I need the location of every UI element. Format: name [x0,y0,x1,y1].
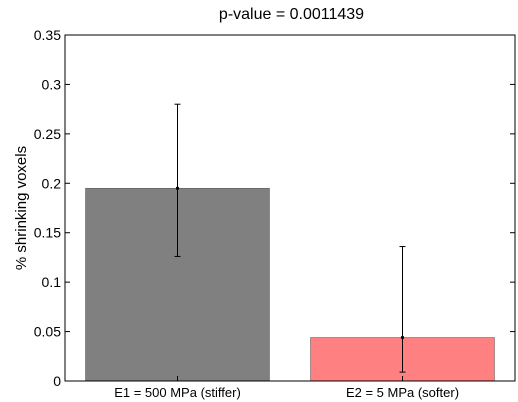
plot-frame [64,34,516,382]
chart-title: p-value = 0.0011439 [218,6,365,23]
y-tick-label: 0.2 [42,175,62,191]
x-tick-label: E2 = 5 MPa (softer) [346,385,459,400]
y-tick-label: 0.1 [42,274,62,290]
y-tick-label: 0 [53,373,61,389]
y-tick-label: 0.3 [42,76,62,92]
x-tick-label: E1 = 500 MPa (stiffer) [114,385,241,400]
y-tick-label: 0.25 [34,126,61,142]
mean-marker [400,335,405,340]
mean-marker [175,186,180,190]
bar [85,187,270,382]
y-tick-label: 0.35 [34,27,61,43]
y-tick-label: 0.15 [34,225,61,241]
y-axis-label: % shrinking voxels [13,146,30,270]
y-tick-label: 0.05 [34,324,61,340]
